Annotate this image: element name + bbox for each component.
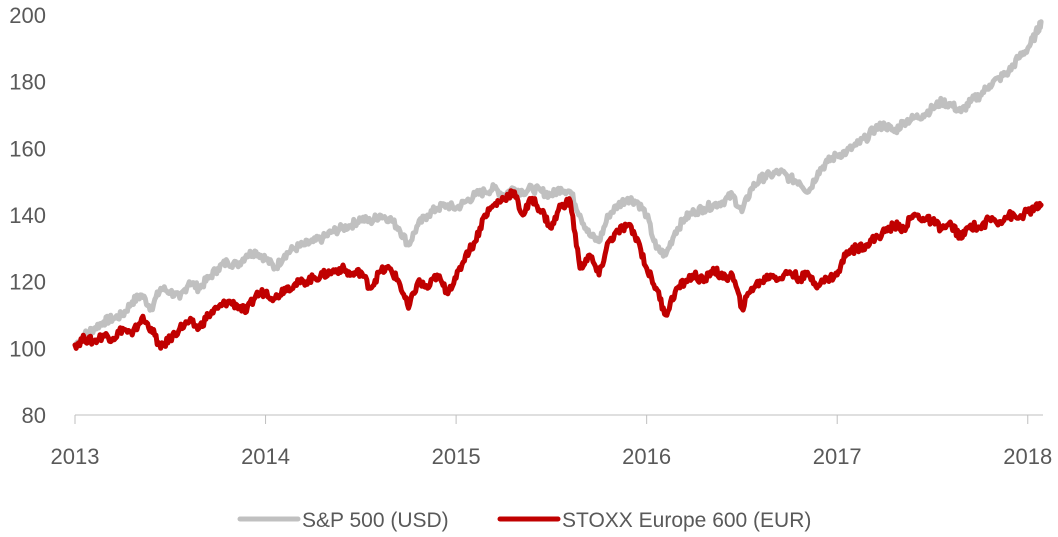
x-tick-label: 2018 xyxy=(1003,444,1052,469)
y-tick-label: 140 xyxy=(9,203,46,228)
y-tick-label: 200 xyxy=(9,3,46,28)
legend: S&P 500 (USD) STOXX Europe 600 (EUR) xyxy=(237,509,811,532)
y-tick-label: 100 xyxy=(9,336,46,361)
x-tick-label: 2013 xyxy=(51,444,100,469)
y-tick-label: 160 xyxy=(9,136,46,161)
x-tick-label: 2015 xyxy=(432,444,481,469)
y-tick-label: 120 xyxy=(9,270,46,295)
x-tick-label: 2014 xyxy=(241,444,290,469)
axis-layer: 80 100 120 140 160 180 200 2013 2014 2015 2016 2017… xyxy=(9,3,1052,469)
series-line-stoxx600 xyxy=(72,188,1044,351)
x-tick-label: 2017 xyxy=(813,444,862,469)
legend-label: S&P 500 (USD) xyxy=(302,509,449,532)
series-layer xyxy=(72,19,1044,351)
y-tick-label: 180 xyxy=(9,70,46,95)
legend-label: STOXX Europe 600 (EUR) xyxy=(562,509,811,532)
y-tick-label: 80 xyxy=(22,403,46,428)
series-line-sp500 xyxy=(72,19,1044,348)
x-tick-label: 2016 xyxy=(622,444,671,469)
